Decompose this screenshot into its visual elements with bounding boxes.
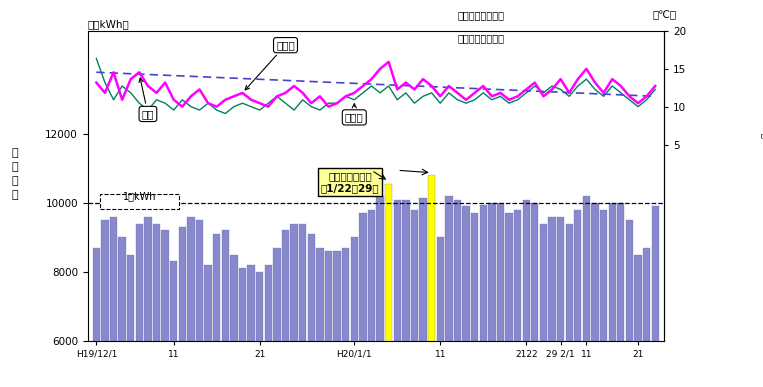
Bar (110, 217, 118, 387)
Bar (454, 200, 461, 387)
Bar (144, 217, 152, 387)
Bar (333, 251, 341, 387)
Bar (462, 206, 470, 387)
Text: 昨年度: 昨年度 (345, 104, 364, 122)
Bar (222, 231, 229, 387)
Bar (609, 203, 616, 387)
Bar (410, 210, 418, 387)
Bar (359, 213, 366, 387)
Bar (565, 224, 573, 387)
Bar (213, 234, 221, 387)
Bar (187, 217, 195, 387)
Bar (402, 200, 410, 387)
Bar (617, 203, 624, 387)
Bar (591, 203, 599, 387)
Bar (480, 205, 487, 387)
Bar (153, 224, 160, 387)
Bar (136, 224, 143, 387)
Text: 平年: 平年 (139, 78, 154, 119)
Bar (196, 220, 203, 387)
Bar (445, 196, 452, 387)
Bar (376, 196, 384, 387)
Bar (92, 248, 100, 387)
Bar (127, 255, 134, 387)
Bar (549, 217, 555, 387)
Bar (557, 217, 565, 387)
Bar (471, 213, 478, 387)
Bar (514, 210, 521, 387)
Bar (428, 175, 436, 387)
Text: （℃）: （℃） (652, 10, 677, 20)
Bar (394, 200, 401, 387)
Bar (488, 203, 495, 387)
Bar (575, 210, 581, 387)
Bar (385, 184, 392, 387)
Bar (316, 248, 324, 387)
Bar (368, 210, 375, 387)
Bar (230, 255, 237, 387)
Text: 日
電
力
量: 日 電 力 量 (12, 148, 18, 200)
Text: 棒　　：日電力量: 棒 ：日電力量 (458, 33, 505, 43)
Bar (291, 224, 298, 387)
Bar (204, 265, 212, 387)
Bar (505, 213, 513, 387)
Bar (652, 206, 659, 387)
Bar (325, 251, 332, 387)
Bar (420, 198, 427, 387)
Bar (342, 248, 349, 387)
Bar (436, 237, 444, 387)
Bar (531, 203, 539, 387)
Bar (600, 210, 607, 387)
Bar (351, 237, 358, 387)
Bar (634, 255, 642, 387)
Bar (282, 231, 289, 387)
Bar (307, 234, 315, 387)
Bar (247, 265, 255, 387)
Text: （万kWh）: （万kWh） (88, 19, 130, 29)
Bar (170, 262, 177, 387)
FancyBboxPatch shape (100, 194, 179, 209)
Bar (265, 265, 272, 387)
Bar (626, 220, 633, 387)
Bar (273, 248, 281, 387)
Bar (523, 200, 530, 387)
Bar (643, 248, 650, 387)
Bar (239, 268, 246, 387)
Text: 1億kWh: 1億kWh (123, 191, 156, 201)
Bar (583, 196, 590, 387)
Text: 折れ線：最高気温: 折れ線：最高気温 (458, 10, 505, 20)
Bar (101, 220, 108, 387)
Text: 平
均
気
温
（
四
県
都
平
均
）: 平 均 気 温 （ 四 県 都 平 均 ） (761, 133, 763, 138)
Bar (256, 272, 263, 387)
Bar (118, 237, 126, 387)
Bar (162, 231, 169, 387)
Bar (539, 224, 547, 387)
Text: 今年度: 今年度 (245, 40, 295, 90)
Bar (497, 203, 504, 387)
Bar (179, 227, 186, 387)
Bar (299, 224, 307, 387)
Text: 冬季の記録更新
（1/22，29）: 冬季の記録更新 （1/22，29） (320, 171, 379, 193)
